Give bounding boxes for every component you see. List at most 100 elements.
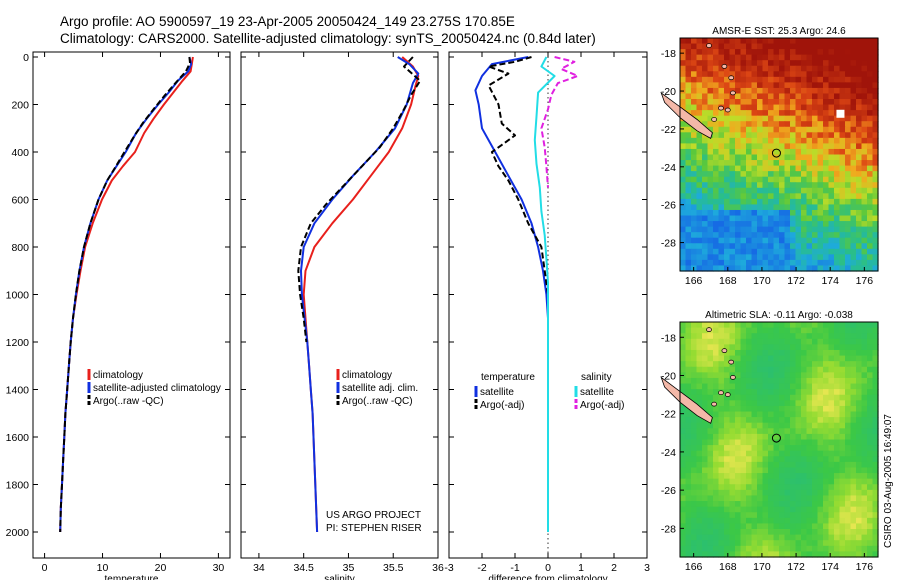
map-cell: [812, 506, 819, 513]
map-cell: [735, 171, 742, 178]
map-cell: [845, 265, 852, 272]
map-cell: [856, 461, 863, 469]
map-cell: [702, 176, 709, 183]
map-cell: [713, 93, 720, 100]
map-cell: [751, 171, 758, 178]
map-cell: [702, 523, 709, 530]
map-cell: [757, 338, 764, 345]
x-tick-label: 3: [644, 562, 650, 574]
map-cell: [729, 243, 736, 250]
map-cell: [861, 422, 868, 429]
map-cell: [702, 54, 709, 61]
map-cell: [812, 82, 819, 89]
map-cell: [861, 171, 868, 178]
map-cell: [801, 248, 808, 255]
map-cell: [784, 473, 791, 480]
map-cell: [828, 87, 835, 95]
map-cell: [872, 473, 879, 480]
map-cell: [845, 478, 852, 485]
map-cell: [823, 523, 830, 530]
map-cell: [861, 473, 868, 480]
map-cell: [718, 82, 725, 89]
map-cell: [751, 226, 758, 233]
map-cell: [845, 259, 852, 267]
map-cell: [834, 383, 841, 390]
map-cell: [839, 422, 846, 429]
map-cell: [779, 115, 786, 122]
map-cell: [817, 87, 824, 95]
map-cell: [817, 193, 824, 200]
map-cell: [790, 38, 797, 45]
map-cell: [801, 204, 808, 211]
map-cell: [729, 495, 736, 502]
map-cell: [707, 428, 714, 435]
map-cell: [685, 355, 692, 362]
map-cell: [751, 445, 758, 452]
map-cell: [680, 132, 687, 139]
map-cell: [779, 254, 786, 261]
map-cell: [784, 99, 791, 106]
map-cell: [839, 49, 846, 56]
map-cell: [751, 361, 758, 368]
map-cell: [872, 49, 879, 56]
map-cell: [751, 338, 758, 345]
y-tick-label: 1800: [6, 480, 30, 492]
map-cell: [828, 372, 835, 379]
map-cell: [696, 54, 703, 61]
map-cell: [746, 248, 753, 255]
map-cell: [740, 517, 747, 525]
map-cell: [845, 422, 852, 429]
map-cell: [757, 176, 764, 183]
map-cell: [806, 501, 813, 508]
map-cell: [801, 82, 808, 89]
map-cell: [751, 82, 758, 89]
map-cell: [724, 478, 731, 485]
map-cell: [872, 349, 879, 357]
map-cell: [702, 265, 709, 272]
map-cell: [861, 394, 868, 401]
map-cell: [790, 76, 797, 83]
map-cell: [757, 248, 764, 255]
map-y-tick-label: -26: [661, 200, 676, 212]
map-cell: [839, 445, 846, 452]
map-cell: [740, 137, 747, 145]
map-cell: [751, 344, 758, 351]
map-cell: [757, 467, 764, 474]
map-cell: [740, 400, 747, 407]
map-cell: [850, 54, 857, 61]
map-cell: [713, 322, 720, 329]
map-cell: [845, 143, 852, 150]
map-cell: [702, 49, 709, 56]
map-cell: [768, 121, 775, 128]
map-cell: [790, 389, 797, 396]
map-cell: [872, 104, 879, 111]
map-cell: [867, 121, 874, 128]
map-cell: [790, 450, 797, 457]
map-cell: [867, 165, 874, 172]
map-cell: [828, 137, 835, 145]
y-tick-label: 1400: [6, 385, 30, 397]
map-cell: [773, 389, 780, 396]
map-cell: [823, 428, 830, 435]
map-cell: [817, 439, 824, 446]
map-cell: [762, 87, 769, 95]
map-cell: [850, 512, 857, 519]
map-cell: [861, 545, 868, 553]
map-cell: [757, 38, 764, 45]
map-cell: [746, 450, 753, 457]
map-cell: [823, 209, 830, 217]
map-cell: [861, 361, 868, 368]
map-cell: [801, 221, 808, 228]
map-cell: [746, 366, 753, 373]
map-cell: [795, 143, 802, 150]
map-cell: [845, 71, 852, 78]
map-cell: [707, 456, 714, 463]
map-cell: [861, 104, 868, 111]
map-cell: [696, 137, 703, 145]
map-cell: [801, 366, 808, 373]
map-cell: [779, 232, 786, 239]
map-cell: [746, 82, 753, 89]
map-cell: [790, 154, 797, 161]
map-cell: [872, 461, 879, 469]
map-cell: [817, 473, 824, 480]
